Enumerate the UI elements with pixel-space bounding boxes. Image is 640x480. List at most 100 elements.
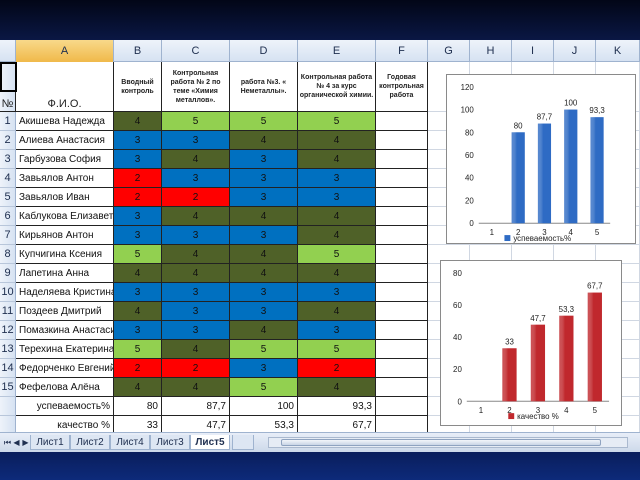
row-number[interactable]: 6: [0, 207, 16, 226]
grade-cell[interactable]: 3: [298, 283, 376, 302]
row-number[interactable]: 11: [0, 302, 16, 321]
annual-grade-cell[interactable]: [376, 150, 428, 169]
grade-cell[interactable]: 4: [162, 207, 230, 226]
grade-cell[interactable]: 4: [230, 245, 298, 264]
grade-cell[interactable]: 4: [298, 150, 376, 169]
grade-cell[interactable]: 3: [114, 207, 162, 226]
grade-cell[interactable]: 2: [298, 359, 376, 378]
grade-cell[interactable]: 5: [298, 340, 376, 359]
column-header-f[interactable]: F: [376, 40, 428, 62]
grade-cell[interactable]: 4: [298, 131, 376, 150]
student-name-cell[interactable]: Терехина Екатерина: [16, 340, 114, 359]
grade-cell[interactable]: 5: [230, 378, 298, 397]
grade-cell[interactable]: 3: [162, 131, 230, 150]
grade-cell[interactable]: 4: [162, 245, 230, 264]
row-number[interactable]: 8: [0, 245, 16, 264]
grade-cell[interactable]: 2: [114, 359, 162, 378]
grade-cell[interactable]: 2: [114, 169, 162, 188]
row-number[interactable]: 2: [0, 131, 16, 150]
grade-cell[interactable]: 3: [230, 188, 298, 207]
annual-grade-cell[interactable]: [376, 112, 428, 131]
first-sheet-nav-icon[interactable]: ⏮: [3, 437, 12, 447]
column-header-i[interactable]: I: [512, 40, 554, 62]
grade-cell[interactable]: 3: [162, 226, 230, 245]
grade-cell[interactable]: 3: [230, 150, 298, 169]
horizontal-scroll-thumb[interactable]: [281, 439, 601, 446]
grade-cell[interactable]: 2: [114, 188, 162, 207]
summary-value-cell[interactable]: 100: [230, 397, 298, 416]
summary-value-cell[interactable]: 80: [114, 397, 162, 416]
student-name-cell[interactable]: Завьялов Антон: [16, 169, 114, 188]
grade-cell[interactable]: 3: [162, 321, 230, 340]
grade-cell[interactable]: 4: [298, 207, 376, 226]
grade-cell[interactable]: 4: [230, 131, 298, 150]
grade-cell[interactable]: 5: [230, 340, 298, 359]
annual-grade-cell[interactable]: [376, 226, 428, 245]
grade-cell[interactable]: 4: [298, 264, 376, 283]
annual-grade-cell[interactable]: [376, 283, 428, 302]
student-name-cell[interactable]: Лапетина Анна: [16, 264, 114, 283]
sheet-tab-3[interactable]: Лист4: [110, 435, 150, 450]
annual-grade-cell[interactable]: [376, 321, 428, 340]
grade-cell[interactable]: 2: [162, 188, 230, 207]
row-number[interactable]: 14: [0, 359, 16, 378]
column-header-b[interactable]: B: [114, 40, 162, 62]
grade-cell[interactable]: 4: [114, 112, 162, 131]
grade-cell[interactable]: 3: [114, 283, 162, 302]
grade-cell[interactable]: 4: [298, 378, 376, 397]
annual-grade-cell[interactable]: [376, 378, 428, 397]
student-name-cell[interactable]: Каблукова Елизавета: [16, 207, 114, 226]
student-name-cell[interactable]: Алиева Анастасия: [16, 131, 114, 150]
row-number[interactable]: 13: [0, 340, 16, 359]
summary-value-cell[interactable]: 93,3: [298, 397, 376, 416]
next-sheet-nav-icon[interactable]: ▶: [22, 438, 29, 447]
sheet-tab-5[interactable]: Лист5: [190, 435, 230, 450]
grade-cell[interactable]: 3: [162, 302, 230, 321]
column-header-d[interactable]: D: [230, 40, 298, 62]
summary-value-cell[interactable]: 87,7: [162, 397, 230, 416]
student-name-cell[interactable]: Наделяева Кристина: [16, 283, 114, 302]
row-number[interactable]: 1: [0, 112, 16, 131]
grade-cell[interactable]: 4: [230, 264, 298, 283]
student-name-cell[interactable]: Гарбузова София: [16, 150, 114, 169]
grade-cell[interactable]: 4: [298, 302, 376, 321]
grade-cell[interactable]: 4: [162, 264, 230, 283]
sheet-tab-1[interactable]: Лист1: [30, 435, 70, 450]
grade-cell[interactable]: 5: [114, 340, 162, 359]
grade-cell[interactable]: 5: [230, 112, 298, 131]
annual-grade-cell[interactable]: [376, 169, 428, 188]
grade-cell[interactable]: 3: [162, 169, 230, 188]
horizontal-scrollbar[interactable]: [268, 437, 628, 448]
prev-sheet-nav-icon[interactable]: ◀: [13, 438, 20, 447]
grade-cell[interactable]: 5: [114, 245, 162, 264]
row-number[interactable]: 7: [0, 226, 16, 245]
student-name-cell[interactable]: Кирьянов Антон: [16, 226, 114, 245]
row-number[interactable]: 12: [0, 321, 16, 340]
grade-cell[interactable]: 5: [162, 112, 230, 131]
grade-cell[interactable]: 3: [114, 226, 162, 245]
grade-cell[interactable]: 3: [162, 283, 230, 302]
student-name-cell[interactable]: Акишева Надежда: [16, 112, 114, 131]
grade-cell[interactable]: 5: [298, 112, 376, 131]
student-name-cell[interactable]: Федорченко Евгений: [16, 359, 114, 378]
column-header-e[interactable]: E: [298, 40, 376, 62]
annual-grade-cell[interactable]: [376, 207, 428, 226]
sheet-tab-4[interactable]: Лист3: [150, 435, 190, 450]
row-number[interactable]: 9: [0, 264, 16, 283]
grade-cell[interactable]: 3: [298, 188, 376, 207]
column-header-g[interactable]: G: [428, 40, 470, 62]
grade-cell[interactable]: 3: [114, 131, 162, 150]
student-name-cell[interactable]: Помазкина Анастасия: [16, 321, 114, 340]
grade-cell[interactable]: 4: [162, 378, 230, 397]
grade-cell[interactable]: 3: [114, 321, 162, 340]
annual-grade-cell[interactable]: [376, 302, 428, 321]
row-number[interactable]: 3: [0, 150, 16, 169]
sheet-tab-2[interactable]: Лист2: [70, 435, 110, 450]
student-name-cell[interactable]: Завьялов Иван: [16, 188, 114, 207]
grade-cell[interactable]: 3: [230, 169, 298, 188]
grade-cell[interactable]: 3: [230, 283, 298, 302]
column-header-c[interactable]: C: [162, 40, 230, 62]
grade-cell[interactable]: 4: [162, 340, 230, 359]
row-number[interactable]: [0, 397, 16, 416]
